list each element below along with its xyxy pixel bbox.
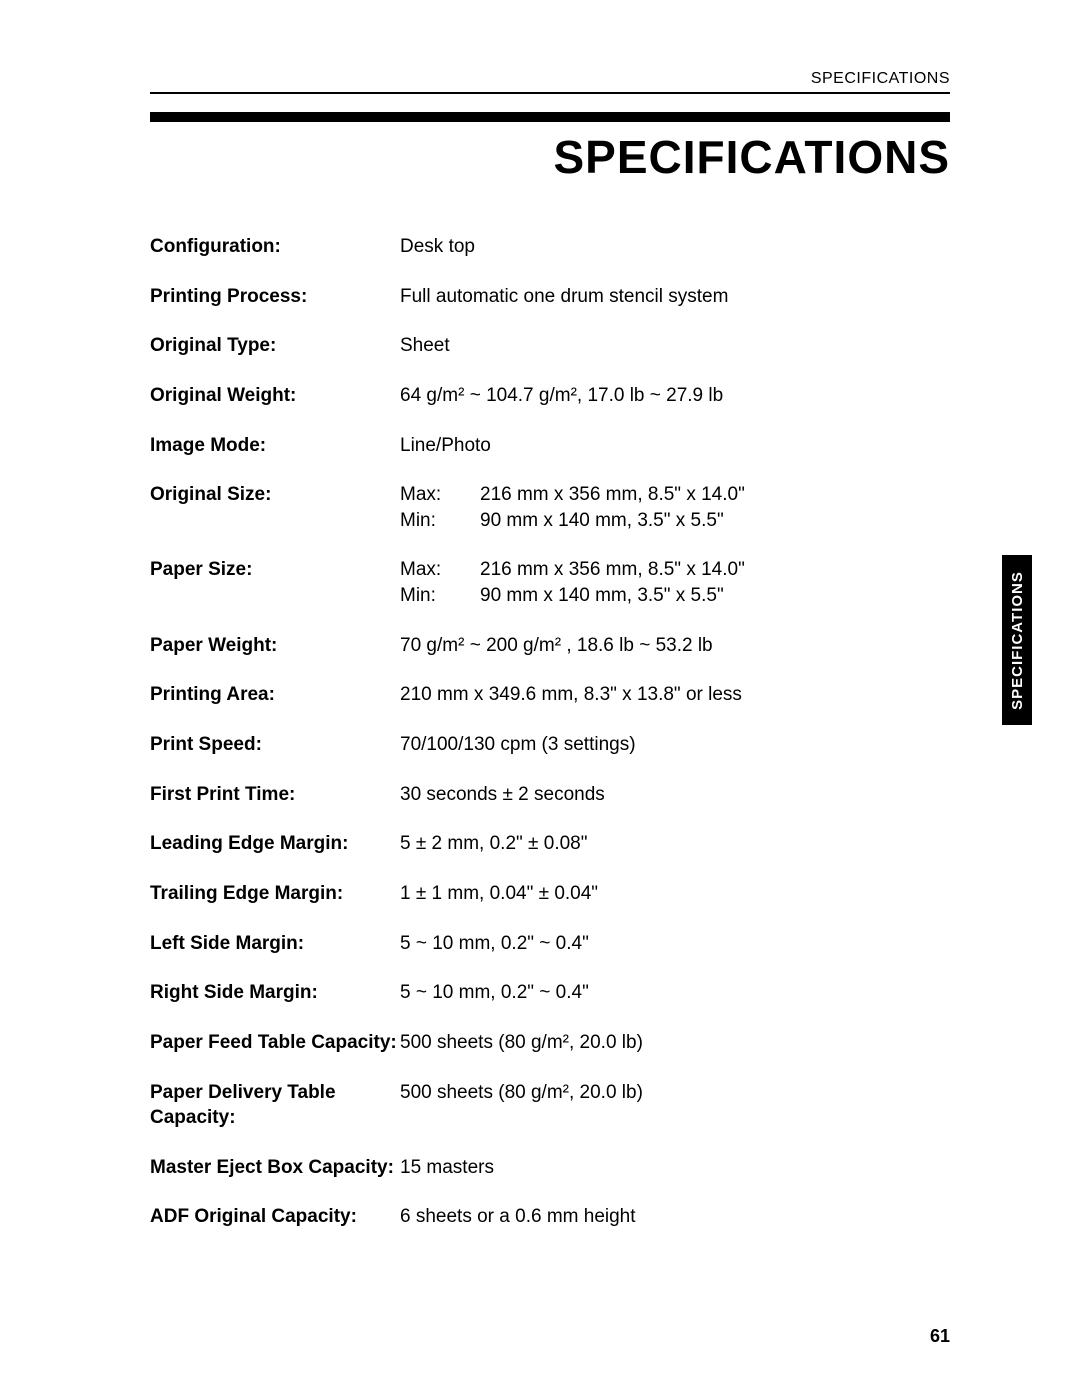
spec-label: Paper Weight: — [150, 633, 400, 659]
page-number: 61 — [930, 1326, 950, 1347]
spec-row: Left Side Margin: 5 ~ 10 mm, 0.2" ~ 0.4" — [150, 931, 950, 957]
spec-label: Original Type: — [150, 333, 400, 359]
spec-subvalue: 90 mm x 140 mm, 3.5" x 5.5" — [480, 583, 724, 609]
spec-value: 70 g/m² ~ 200 g/m² , 18.6 lb ~ 53.2 lb — [400, 633, 950, 659]
spec-row: Configuration: Desk top — [150, 234, 950, 260]
spec-value: Max: 216 mm x 356 mm, 8.5" x 14.0" Min: … — [400, 557, 950, 608]
spec-table: Configuration: Desk top Printing Process… — [150, 234, 950, 1230]
spec-label: Trailing Edge Margin: — [150, 881, 400, 907]
side-tab: SPECIFICATIONS — [1002, 555, 1032, 725]
spec-subrow: Max: 216 mm x 356 mm, 8.5" x 14.0" — [400, 482, 950, 508]
spec-label: Printing Process: — [150, 284, 400, 310]
spec-row: Right Side Margin: 5 ~ 10 mm, 0.2" ~ 0.4… — [150, 980, 950, 1006]
spec-row: Master Eject Box Capacity: 15 masters — [150, 1155, 950, 1181]
spec-subkey: Max: — [400, 482, 480, 508]
spec-value: 70/100/130 cpm (3 settings) — [400, 732, 950, 758]
spec-subvalue: 90 mm x 140 mm, 3.5" x 5.5" — [480, 508, 724, 534]
spec-value: Max: 216 mm x 356 mm, 8.5" x 14.0" Min: … — [400, 482, 950, 533]
spec-label: Original Size: — [150, 482, 400, 533]
spec-row: ADF Original Capacity: 6 sheets or a 0.6… — [150, 1204, 950, 1230]
spec-row: Paper Size: Max: 216 mm x 356 mm, 8.5" x… — [150, 557, 950, 608]
spec-value: 500 sheets (80 g/m², 20.0 lb) — [400, 1080, 950, 1131]
spec-row: Paper Weight: 70 g/m² ~ 200 g/m² , 18.6 … — [150, 633, 950, 659]
spec-row: Printing Process: Full automatic one dru… — [150, 284, 950, 310]
spec-value: 5 ± 2 mm, 0.2" ± 0.08" — [400, 831, 950, 857]
spec-subvalue: 216 mm x 356 mm, 8.5" x 14.0" — [480, 482, 745, 508]
page: SPECIFICATIONS SPECIFICATIONS Configurat… — [0, 0, 1080, 1392]
spec-label: Right Side Margin: — [150, 980, 400, 1006]
spec-label: Master Eject Box Capacity: — [150, 1155, 400, 1181]
spec-row: Printing Area: 210 mm x 349.6 mm, 8.3" x… — [150, 682, 950, 708]
spec-label: Paper Size: — [150, 557, 400, 608]
spec-value: Line/Photo — [400, 433, 950, 459]
spec-value: 5 ~ 10 mm, 0.2" ~ 0.4" — [400, 980, 950, 1006]
spec-row: Original Weight: 64 g/m² ~ 104.7 g/m², 1… — [150, 383, 950, 409]
spec-row: Trailing Edge Margin: 1 ± 1 mm, 0.04" ± … — [150, 881, 950, 907]
spec-label: Paper Delivery Table Capacity: — [150, 1080, 400, 1131]
spec-value: 1 ± 1 mm, 0.04" ± 0.04" — [400, 881, 950, 907]
spec-subkey: Min: — [400, 583, 480, 609]
spec-value: Sheet — [400, 333, 950, 359]
spec-row: Image Mode: Line/Photo — [150, 433, 950, 459]
spec-label: Original Weight: — [150, 383, 400, 409]
spec-label: Configuration: — [150, 234, 400, 260]
spec-value: 30 seconds ± 2 seconds — [400, 782, 950, 808]
spec-label: First Print Time: — [150, 782, 400, 808]
spec-label: ADF Original Capacity: — [150, 1204, 400, 1230]
running-header: SPECIFICATIONS — [150, 70, 950, 88]
spec-value: 5 ~ 10 mm, 0.2" ~ 0.4" — [400, 931, 950, 957]
spec-label: Left Side Margin: — [150, 931, 400, 957]
spec-subvalue: 216 mm x 356 mm, 8.5" x 14.0" — [480, 557, 745, 583]
spec-value: 15 masters — [400, 1155, 950, 1181]
spec-value: Full automatic one drum stencil system — [400, 284, 950, 310]
spec-row: Paper Feed Table Capacity: 500 sheets (8… — [150, 1030, 950, 1056]
spec-row: Print Speed: 70/100/130 cpm (3 settings) — [150, 732, 950, 758]
spec-row: Original Size: Max: 216 mm x 356 mm, 8.5… — [150, 482, 950, 533]
spec-subkey: Max: — [400, 557, 480, 583]
divider-thin — [150, 92, 950, 94]
spec-row: Paper Delivery Table Capacity: 500 sheet… — [150, 1080, 950, 1131]
spec-label: Paper Feed Table Capacity: — [150, 1030, 400, 1056]
spec-value: 500 sheets (80 g/m², 20.0 lb) — [400, 1030, 950, 1056]
divider-thick — [150, 112, 950, 122]
spec-label: Print Speed: — [150, 732, 400, 758]
spec-label: Leading Edge Margin: — [150, 831, 400, 857]
spec-subrow: Min: 90 mm x 140 mm, 3.5" x 5.5" — [400, 508, 950, 534]
spec-subrow: Max: 216 mm x 356 mm, 8.5" x 14.0" — [400, 557, 950, 583]
spec-value: Desk top — [400, 234, 950, 260]
spec-value: 6 sheets or a 0.6 mm height — [400, 1204, 950, 1230]
spec-label: Image Mode: — [150, 433, 400, 459]
spec-row: First Print Time: 30 seconds ± 2 seconds — [150, 782, 950, 808]
spec-label: Printing Area: — [150, 682, 400, 708]
spec-row: Leading Edge Margin: 5 ± 2 mm, 0.2" ± 0.… — [150, 831, 950, 857]
spec-subrow: Min: 90 mm x 140 mm, 3.5" x 5.5" — [400, 583, 950, 609]
spec-subkey: Min: — [400, 508, 480, 534]
page-title: SPECIFICATIONS — [150, 130, 950, 184]
spec-row: Original Type: Sheet — [150, 333, 950, 359]
spec-value: 64 g/m² ~ 104.7 g/m², 17.0 lb ~ 27.9 lb — [400, 383, 950, 409]
spec-value: 210 mm x 349.6 mm, 8.3" x 13.8" or less — [400, 682, 950, 708]
side-tab-label: SPECIFICATIONS — [1009, 571, 1026, 710]
